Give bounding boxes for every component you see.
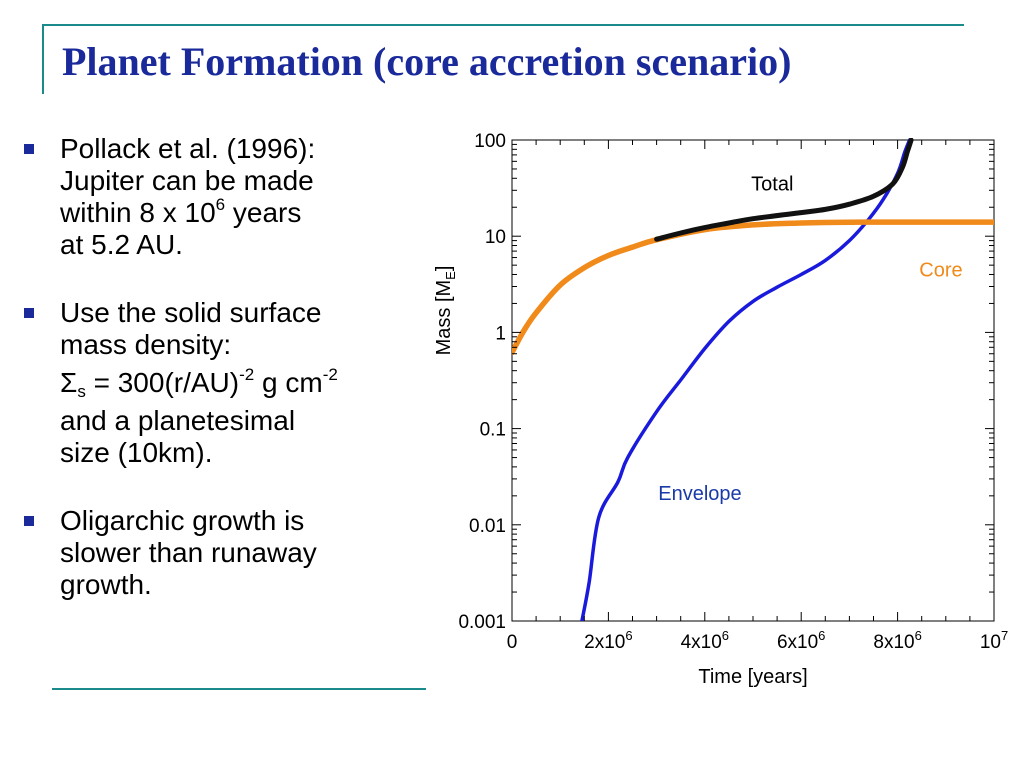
bullet-line: at 5.2 AU. (60, 229, 418, 261)
text-run: years (225, 197, 302, 228)
superscript: 6 (215, 195, 226, 214)
y-axis-label-close: ] (433, 266, 455, 272)
x-tick-base: 6x10 (777, 632, 818, 653)
series-line-total (654, 138, 914, 242)
square-bullet-icon (24, 516, 34, 526)
bullet-line: Σs = 300(r/AU)-2 g cm-2 (60, 365, 418, 401)
series-line-core (512, 219, 994, 356)
square-bullet-icon (24, 308, 34, 318)
superscript: -2 (239, 365, 255, 384)
x-tick-base: 8x10 (873, 632, 914, 653)
text-run: growth. (60, 569, 152, 600)
y-tick-label: 0.1 (480, 420, 506, 441)
x-tick-exponent: 6 (722, 628, 729, 643)
x-tick-label: 0 (507, 632, 518, 653)
series-line-envelope (580, 138, 912, 621)
title-rule-top (42, 24, 964, 26)
x-axis-label: Time [years] (698, 666, 807, 688)
y-axis-label-sub: E (443, 271, 458, 280)
title-rule-left (42, 24, 44, 94)
text-run: size (10km). (60, 437, 213, 468)
x-tick-base: 0 (507, 632, 518, 653)
x-tick-base: 10 (980, 632, 1001, 653)
x-tick-label: 6x106 (777, 628, 825, 653)
bullet-line: Pollack et al. (1996): (60, 133, 418, 165)
slide-title: Planet Formation (core accretion scenari… (62, 39, 792, 84)
bullet-line: Oligarchic growth is (60, 505, 418, 537)
text-run: = 300(r/AU) (85, 367, 240, 398)
text-run: Jupiter can be made (60, 165, 314, 196)
square-bullet-icon (24, 144, 34, 154)
bullet-line: growth. (60, 569, 418, 601)
x-tick-exponent: 6 (818, 628, 825, 643)
x-tick-exponent: 7 (1001, 628, 1008, 643)
bullet-line: within 8 x 106 years (60, 195, 418, 229)
x-tick-exponent: 6 (625, 628, 632, 643)
x-tick-exponent: 6 (915, 628, 922, 643)
bullet-line: and a planetesimal (60, 405, 418, 437)
text-run: and a planetesimal (60, 405, 296, 436)
superscript: -2 (322, 365, 338, 384)
y-axis-label: Mass [ME] (433, 266, 458, 356)
text-run: mass density: (60, 329, 232, 360)
annotation-total: Total (751, 173, 793, 195)
text-run: g cm (254, 367, 323, 398)
text-run: Pollack et al. (1996): (60, 133, 316, 164)
x-tick-label: 2x106 (584, 628, 632, 653)
y-tick-label: 0.01 (469, 516, 506, 537)
y-tick-label: 0.001 (458, 612, 506, 633)
bullet-line: Use the solid surface (60, 297, 418, 329)
bullet-line: size (10km). (60, 437, 418, 469)
text-run: Σ (60, 367, 78, 398)
x-tick-base: 4x10 (681, 632, 722, 653)
y-tick-label: 100 (474, 131, 506, 152)
y-tick-label: 10 (485, 227, 506, 248)
text-run: Use the solid surface (60, 297, 322, 328)
bullet-line: Jupiter can be made (60, 165, 418, 197)
text-run: within 8 x 10 (60, 197, 216, 228)
text-run: slower than runaway (60, 537, 317, 568)
annotation-envelope: Envelope (658, 483, 741, 505)
plot-frame (511, 139, 995, 622)
bullet-item: Oligarchic growth is slower than runaway g… (18, 505, 418, 601)
y-tick-label: 1 (495, 323, 506, 344)
bullet-line: mass density: (60, 329, 418, 361)
footer-rule (52, 688, 426, 690)
bullet-list: Pollack et al. (1996): Jupiter can be mad… (18, 133, 418, 601)
text-run: Oligarchic growth is (60, 505, 305, 536)
text-run: at 5.2 AU. (60, 229, 183, 260)
y-axis-label-base: Mass [M (433, 280, 455, 356)
x-tick-base: 2x10 (584, 632, 625, 653)
x-tick-label: 8x106 (873, 628, 921, 653)
x-tick-label: 4x106 (681, 628, 729, 653)
x-tick-label: 107 (980, 628, 1008, 653)
subscript: s (77, 382, 86, 401)
bullet-line: slower than runaway (60, 537, 418, 569)
annotation-core: Core (919, 260, 962, 282)
bullet-item: Pollack et al. (1996): Jupiter can be mad… (18, 133, 418, 261)
bullet-item: Use the solid surface mass density: Σs = 3… (18, 297, 418, 469)
